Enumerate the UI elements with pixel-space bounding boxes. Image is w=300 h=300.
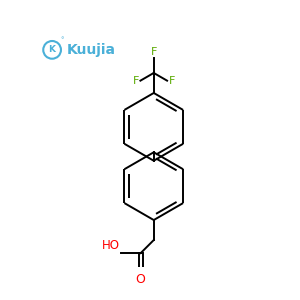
Text: O: O (136, 273, 146, 286)
Text: Kuujia: Kuujia (66, 43, 116, 57)
Text: F: F (133, 76, 139, 86)
Text: HO: HO (102, 239, 120, 252)
Text: K: K (49, 45, 56, 54)
Text: °: ° (60, 37, 64, 43)
Text: F: F (151, 47, 157, 57)
Text: F: F (169, 76, 175, 86)
